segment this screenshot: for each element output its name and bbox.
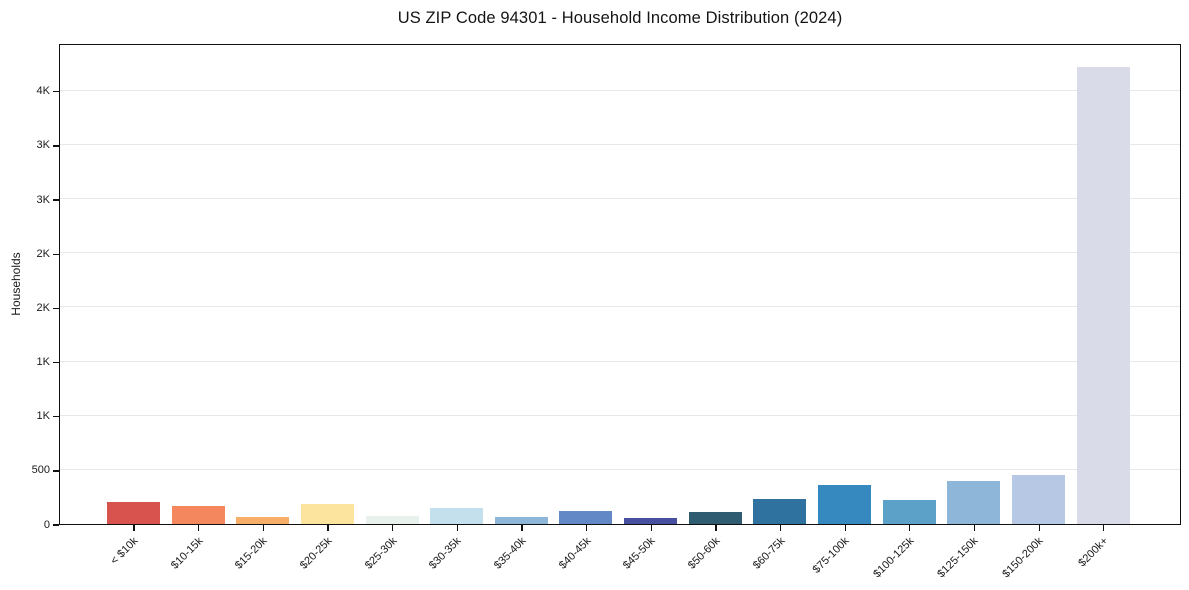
y-tick <box>53 470 59 472</box>
y-tick <box>53 524 59 526</box>
x-tick <box>973 525 976 531</box>
bar <box>365 516 419 524</box>
x-tick <box>1103 525 1105 531</box>
bar <box>494 516 548 524</box>
gridline <box>60 89 1180 91</box>
bar <box>947 480 1001 524</box>
x-tick <box>327 525 329 531</box>
y-tick-label: 4K <box>36 85 50 98</box>
y-tick-label: 1K <box>36 410 50 423</box>
x-tick <box>262 525 264 531</box>
bar <box>624 517 678 524</box>
y-tick-label: 0 <box>43 518 50 531</box>
gridline <box>60 252 1180 254</box>
y-tick-label: 3K <box>36 139 50 152</box>
bar <box>430 507 484 524</box>
y-tick-label: 2K <box>36 301 50 314</box>
x-tick <box>456 525 458 531</box>
x-tick <box>650 525 652 531</box>
bar <box>106 501 160 524</box>
gridline <box>60 198 1180 199</box>
bar <box>236 516 290 524</box>
y-tick <box>53 253 59 255</box>
y-tick <box>53 416 59 418</box>
bar <box>688 512 742 524</box>
x-tick <box>392 525 394 531</box>
bar <box>1012 475 1065 524</box>
gridline <box>60 143 1180 145</box>
bar <box>300 503 354 524</box>
plot-area <box>59 44 1181 525</box>
bar <box>559 511 613 524</box>
y-tick <box>53 199 59 201</box>
y-tick <box>53 145 59 147</box>
x-tick <box>521 525 523 531</box>
x-tick <box>779 525 782 531</box>
y-tick-label: 3K <box>36 193 50 206</box>
x-tick <box>909 525 911 531</box>
y-tick-label: 500 <box>31 464 50 477</box>
x-tick <box>844 525 846 531</box>
x-tick <box>133 525 135 531</box>
x-tick <box>715 525 717 531</box>
y-tick <box>53 361 59 364</box>
x-tick <box>198 525 200 531</box>
gridline <box>60 468 1180 470</box>
chart-title: US ZIP Code 94301 - Household Income Dis… <box>397 9 843 27</box>
bar <box>882 500 936 524</box>
bar <box>818 485 872 524</box>
y-tick <box>53 91 59 93</box>
y-tick-label: 1K <box>36 356 50 368</box>
bar <box>1076 66 1130 524</box>
x-tick <box>585 525 588 531</box>
gridline <box>60 306 1180 308</box>
y-tick <box>53 307 59 310</box>
x-tick-label: < $10k <box>108 535 141 568</box>
bar <box>753 498 807 524</box>
gridline <box>60 414 1180 416</box>
x-tick <box>1038 525 1040 531</box>
y-tick-label: 2K <box>36 247 50 260</box>
gridline <box>60 360 1180 362</box>
bar <box>171 505 225 524</box>
